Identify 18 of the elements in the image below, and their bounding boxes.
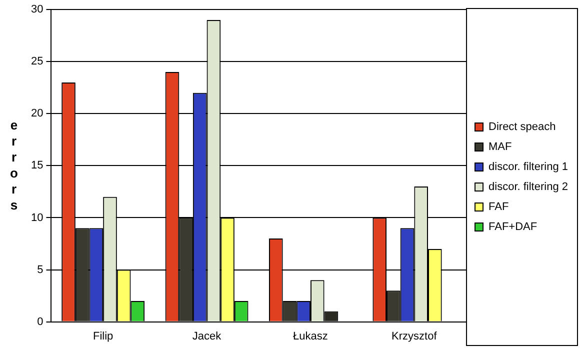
x-tick-label: Krzysztof <box>392 330 438 342</box>
legend-label: Direct speach <box>488 121 556 134</box>
y-tick-label: 30 <box>30 4 44 16</box>
y-tick-label: 15 <box>30 160 44 172</box>
legend-label: MAF <box>488 141 512 154</box>
legend-label: discor. filtering 1 <box>488 161 568 174</box>
y-tick-label: 25 <box>30 56 44 68</box>
y-tick-label: 10 <box>30 212 44 224</box>
y-tick-label: 5 <box>37 264 44 276</box>
x-tick-label: Jacek <box>192 330 222 342</box>
y-tick-label: 0 <box>37 316 44 328</box>
y-tick-label: 20 <box>30 108 44 120</box>
x-tick-label: Filip <box>92 330 114 342</box>
legend-label: discor. filtering 2 <box>488 181 568 194</box>
legend-label: FAF+DAF <box>488 221 538 234</box>
x-tick-label: Łukasz <box>293 330 328 342</box>
y-axis-title: errors <box>10 117 18 212</box>
legend-label: FAF <box>488 201 509 214</box>
